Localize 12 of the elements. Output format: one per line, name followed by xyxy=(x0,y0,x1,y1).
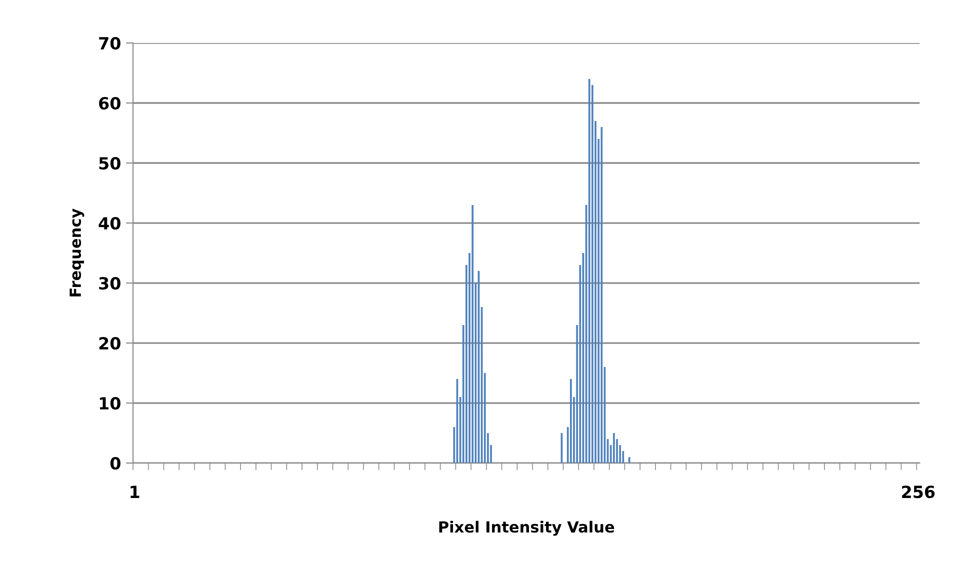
y-tick-label: 60 xyxy=(99,96,120,110)
x-tick-label: 1 xyxy=(130,486,140,498)
y-tick-label: 50 xyxy=(99,156,120,170)
y-tick-label: 0 xyxy=(110,457,120,470)
y-tick-label: 70 xyxy=(99,36,120,50)
y-tick-label: 20 xyxy=(99,337,120,350)
y-tick-label: 30 xyxy=(99,276,120,290)
x-axis-title: Pixel Intensity Value xyxy=(439,520,614,536)
y-tick-label: 40 xyxy=(98,216,120,230)
x-tick-label: 256 xyxy=(902,486,935,498)
y-tick-label: 10 xyxy=(100,397,120,410)
y-axis-title: Frequency xyxy=(70,208,84,296)
